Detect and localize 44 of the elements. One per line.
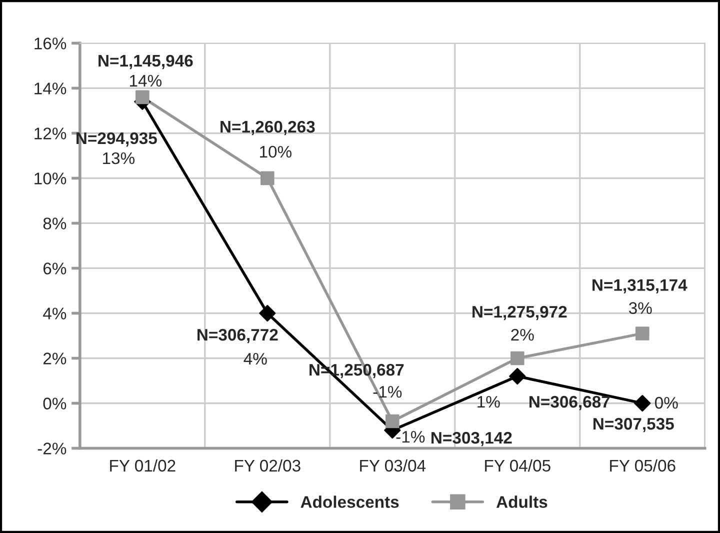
- annotation: N=1,315,174: [592, 279, 688, 294]
- legend-label: Adults: [496, 496, 548, 508]
- x-tick-label: FY 01/02: [110, 459, 176, 472]
- y-tick-label: 0%: [43, 398, 66, 410]
- point: [510, 351, 524, 366]
- x-tick-label: FY 05/06: [610, 459, 676, 472]
- data-label: -1%: [373, 386, 402, 398]
- data-label: 14%: [130, 74, 162, 87]
- point: [260, 171, 274, 186]
- data-label: 4%: [244, 352, 267, 365]
- annotation: N=1,260,263: [220, 120, 315, 136]
- y-tick-label: 14%: [34, 82, 66, 94]
- annotation: N=1,145,946: [98, 54, 193, 70]
- y-tick-label: 4%: [43, 308, 66, 320]
- annotation: N=303,142: [432, 432, 512, 446]
- y-tick-label: 10%: [34, 172, 66, 184]
- y-tick-label: -2%: [38, 442, 66, 454]
- data-label: 3%: [628, 302, 652, 314]
- legend-label: Adolescents: [300, 496, 399, 508]
- point: [136, 90, 150, 104]
- data-label: 13%: [103, 152, 135, 164]
- data-label: 0%: [654, 396, 678, 409]
- x-tick-label: FY 04/05: [485, 459, 550, 472]
- point: [509, 368, 526, 385]
- data-label: 1%: [478, 396, 500, 408]
- x-tick-label: FY 02/03: [235, 459, 300, 472]
- point: [259, 304, 276, 322]
- annotation: N=294,935: [76, 132, 157, 147]
- annotation: N=307,535: [593, 418, 674, 432]
- y-tick-label: 2%: [43, 352, 66, 364]
- data-label: -1%: [396, 430, 425, 443]
- y-tick-label: 12%: [34, 128, 66, 140]
- data-label: 2%: [511, 328, 534, 341]
- y-tick-label: 16%: [34, 38, 66, 50]
- x-tick-label: FY 03/04: [360, 459, 426, 472]
- y-tick-label: 6%: [43, 262, 66, 274]
- point: [385, 414, 400, 428]
- point: [635, 326, 650, 340]
- data-label: 10%: [260, 146, 292, 158]
- y-tick-label: 8%: [43, 218, 66, 230]
- point: [634, 394, 651, 412]
- annotation: N=306,687: [530, 396, 610, 410]
- annotation: N=306,772: [198, 328, 278, 344]
- annotation: N=1,275,972: [472, 306, 567, 320]
